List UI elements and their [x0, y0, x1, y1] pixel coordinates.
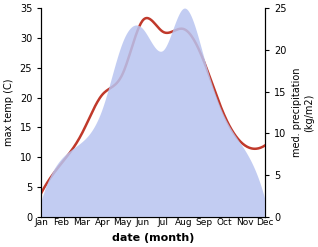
Y-axis label: max temp (C): max temp (C): [4, 79, 14, 146]
Y-axis label: med. precipitation
(kg/m2): med. precipitation (kg/m2): [292, 68, 314, 157]
X-axis label: date (month): date (month): [112, 233, 194, 243]
